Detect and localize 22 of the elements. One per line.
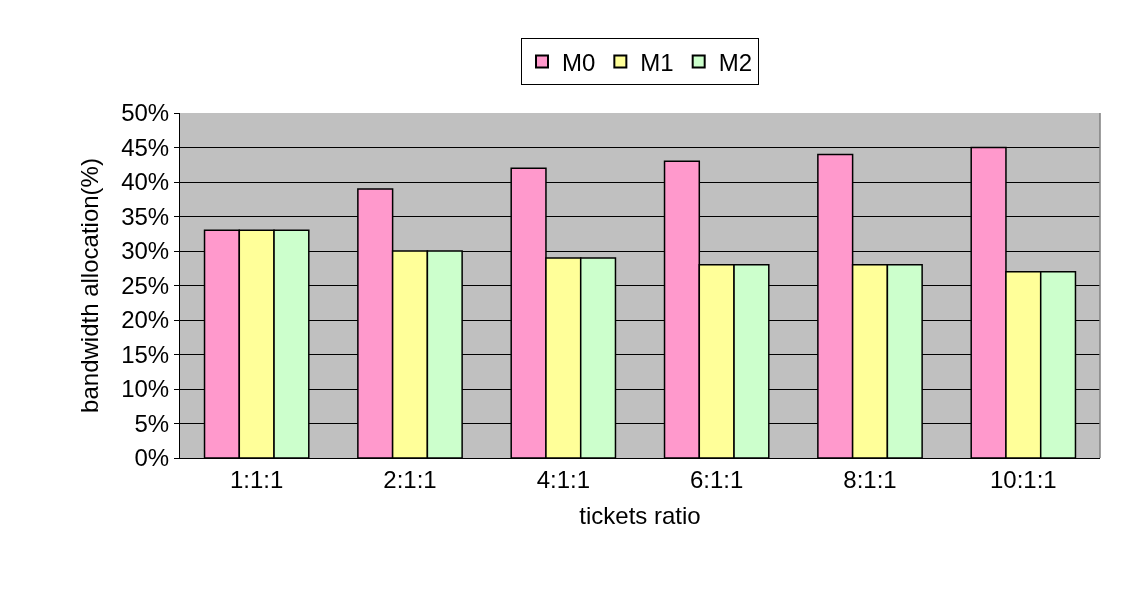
y-tick-label: 40%	[121, 168, 170, 196]
x-tick-label: 8:1:1	[843, 465, 897, 493]
y-tick-label: 0%	[134, 444, 170, 472]
y-tick-label: 50%	[121, 99, 170, 127]
x-tick-label: 1:1:1	[229, 465, 284, 493]
y-tick-label: 10%	[121, 375, 170, 403]
y-axis-title: bandwidth allocation(%)	[76, 158, 104, 413]
y-tick-label: 5%	[134, 409, 170, 437]
y-tick-label: 15%	[121, 340, 170, 368]
legend-label: M2	[718, 48, 753, 76]
x-tick-label: 6:1:1	[689, 465, 744, 493]
y-tick-label: 35%	[121, 202, 170, 230]
y-tick-label: 30%	[121, 237, 170, 265]
x-tick-label: 4:1:1	[536, 465, 591, 493]
y-tick-label: 45%	[121, 133, 170, 161]
x-tick-label: 2:1:1	[383, 465, 437, 493]
y-tick-label: 25%	[121, 271, 170, 299]
legend-label: M1	[640, 48, 674, 76]
x-axis-title: tickets ratio	[579, 502, 701, 530]
legend-label: M0	[562, 48, 596, 76]
y-tick-label: 20%	[121, 306, 170, 334]
x-tick-label: 10:1:1	[989, 465, 1057, 493]
